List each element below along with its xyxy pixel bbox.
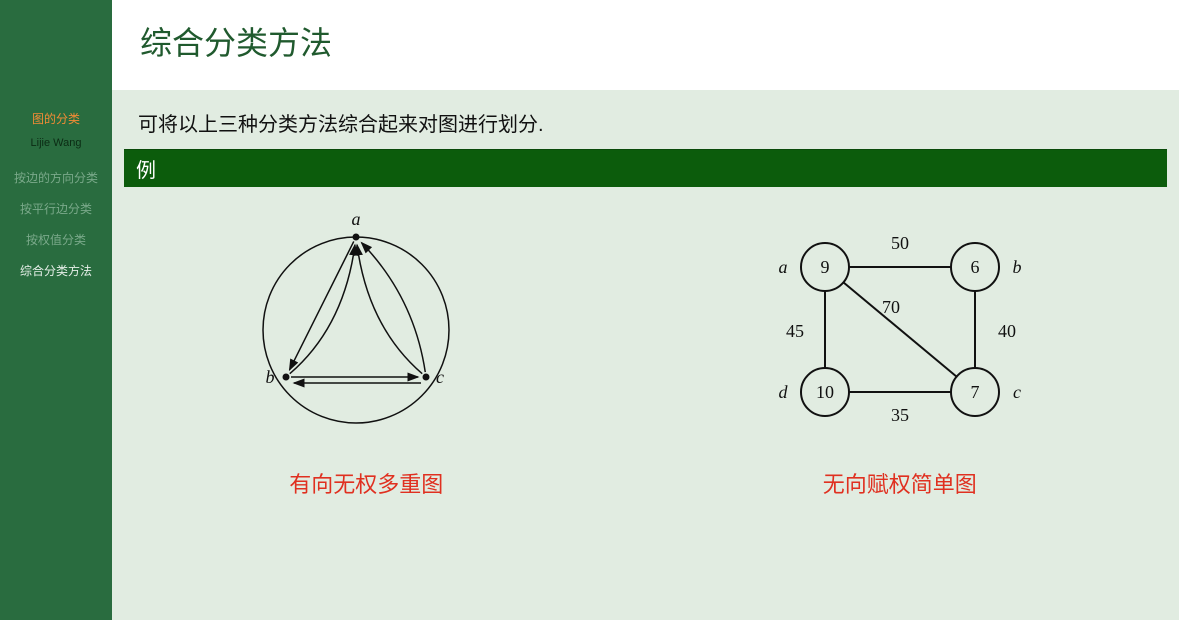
example-header: 例 [124,149,1167,187]
figure-right: 50 45 40 35 70 9 a 6 b 10 d 7 c 无向赋权简单图 [745,207,1055,499]
svg-text:45: 45 [786,321,804,341]
svg-text:a: a [778,257,787,277]
weighted-graph-svg: 50 45 40 35 70 9 a 6 b 10 d 7 c [745,207,1055,437]
sidebar-author: Lijie Wang [0,137,112,149]
svg-text:35: 35 [891,405,909,425]
sidebar-item-combined[interactable]: 综合分类方法 [0,262,112,279]
svg-text:d: d [778,382,788,402]
svg-text:c: c [1013,382,1021,402]
svg-text:10: 10 [816,382,834,402]
content-area: 可将以上三种分类方法综合起来对图进行划分. 例 a b c 有向无权多重图 [112,90,1179,620]
lead-text: 可将以上三种分类方法综合起来对图进行划分. [112,108,1179,149]
svg-text:c: c [436,367,444,387]
directed-multigraph-svg: a b c [236,207,496,437]
slide-page: 图的分类 Lijie Wang 按边的方向分类 按平行边分类 按权值分类 综合分… [0,0,1179,620]
sidebar-item-parallel[interactable]: 按平行边分类 [0,200,112,217]
svg-text:9: 9 [820,257,829,277]
figures-row: a b c 有向无权多重图 50 45 40 35 70 9 a 6 b 10 d 7 c 无向赋权简单图 [112,207,1179,499]
figure-right-caption: 无向赋权简单图 [745,467,1055,499]
figure-left-caption: 有向无权多重图 [236,467,496,499]
svg-text:50: 50 [891,233,909,253]
svg-text:b: b [1012,257,1021,277]
svg-text:6: 6 [970,257,979,277]
sidebar-item-weight[interactable]: 按权值分类 [0,231,112,248]
main-area: 综合分类方法 可将以上三种分类方法综合起来对图进行划分. 例 a b c 有向无权多… [112,0,1179,620]
svg-text:7: 7 [970,382,979,402]
header-area: 综合分类方法 [112,0,1179,90]
svg-text:70: 70 [882,297,900,317]
svg-text:40: 40 [998,321,1016,341]
sidebar-title[interactable]: 图的分类 [0,110,112,127]
svg-text:a: a [352,209,361,229]
slide-title: 综合分类方法 [140,18,1179,64]
sidebar-item-dir[interactable]: 按边的方向分类 [0,169,112,186]
sidebar: 图的分类 Lijie Wang 按边的方向分类 按平行边分类 按权值分类 综合分… [0,0,112,620]
svg-text:b: b [266,367,275,387]
figure-left: a b c 有向无权多重图 [236,207,496,499]
